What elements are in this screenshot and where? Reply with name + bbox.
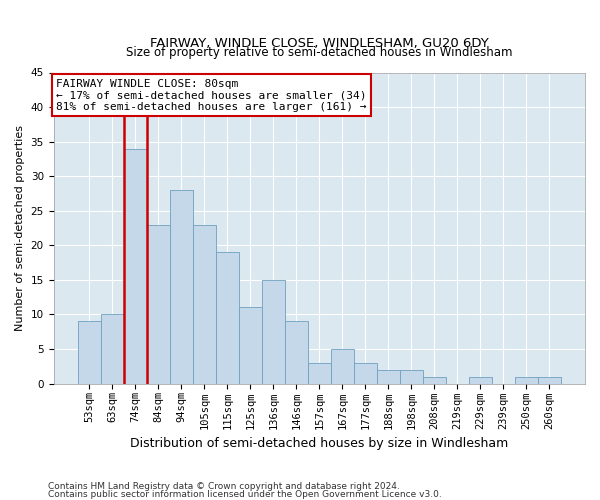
Y-axis label: Number of semi-detached properties: Number of semi-detached properties: [15, 125, 25, 331]
Bar: [515, 376, 538, 384]
Text: Contains public sector information licensed under the Open Government Licence v3: Contains public sector information licen…: [48, 490, 442, 499]
Bar: [377, 370, 400, 384]
Bar: [101, 314, 124, 384]
Bar: [147, 224, 170, 384]
Bar: [193, 224, 216, 384]
Bar: [469, 376, 492, 384]
Bar: [400, 370, 423, 384]
Text: Contains HM Land Registry data © Crown copyright and database right 2024.: Contains HM Land Registry data © Crown c…: [48, 482, 400, 491]
Title: FAIRWAY, WINDLE CLOSE, WINDLESHAM, GU20 6DY: FAIRWAY, WINDLE CLOSE, WINDLESHAM, GU20 …: [150, 38, 488, 51]
Bar: [538, 376, 561, 384]
Bar: [262, 280, 285, 384]
Bar: [216, 252, 239, 384]
Bar: [331, 349, 354, 384]
Bar: [170, 190, 193, 384]
Bar: [354, 363, 377, 384]
Bar: [77, 322, 101, 384]
Bar: [239, 308, 262, 384]
Bar: [285, 322, 308, 384]
Bar: [308, 363, 331, 384]
Text: FAIRWAY WINDLE CLOSE: 80sqm
← 17% of semi-detached houses are smaller (34)
81% o: FAIRWAY WINDLE CLOSE: 80sqm ← 17% of sem…: [56, 78, 367, 112]
Bar: [423, 376, 446, 384]
Text: Size of property relative to semi-detached houses in Windlesham: Size of property relative to semi-detach…: [126, 46, 512, 59]
X-axis label: Distribution of semi-detached houses by size in Windlesham: Distribution of semi-detached houses by …: [130, 437, 508, 450]
Bar: [124, 148, 147, 384]
